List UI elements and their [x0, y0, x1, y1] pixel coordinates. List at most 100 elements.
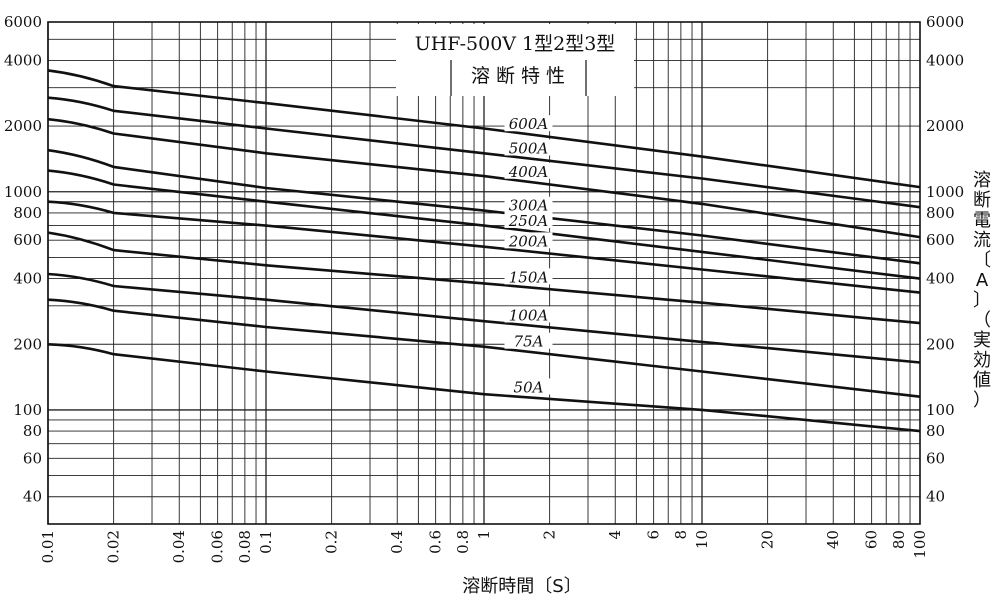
chart-title: UHF-500V 1型2型3型 [415, 33, 616, 55]
x-tick-label: 0.6 [427, 530, 445, 554]
x-tick-label: 60 [863, 530, 881, 549]
curve-label-300A: 300A [509, 197, 549, 215]
y-axis-title-char: 値 [973, 370, 991, 391]
curve-label-50A: 50A [514, 378, 544, 396]
y-tick-label-right: 4000 [926, 51, 964, 69]
y-tick-labels-left: 6000 4000 2000 1000 800 600 400 200 100 80 60 40 [4, 13, 42, 506]
curve-50A [47, 343, 921, 433]
curve-label-background [504, 378, 553, 395]
y-tick-label-left: 60 [23, 449, 42, 467]
y-axis-title-char: 実 [973, 330, 991, 351]
curve-label-background [504, 306, 553, 323]
y-tick-label-left: 80 [23, 422, 42, 440]
curve-150A [47, 231, 921, 325]
y-tick-label-left: 4000 [4, 51, 42, 69]
curve-label-background [504, 139, 553, 156]
curve-label-250A: 250A [508, 212, 549, 230]
y-tick-label-left: 40 [23, 488, 42, 506]
curve-75A [47, 298, 921, 398]
curve-label-75A: 75A [514, 333, 544, 351]
curve-label-100A: 100A [509, 306, 549, 324]
curve-label-background [504, 115, 553, 132]
curve-250A [47, 169, 921, 280]
plot-frame [47, 21, 921, 525]
x-tick-label: 100 [911, 530, 929, 559]
curve-label-background [504, 268, 553, 285]
y-axis-title-char: 流 [973, 230, 991, 251]
curve-200A [47, 200, 921, 294]
x-tick-label: 2 [541, 530, 559, 540]
x-tick-label: 10 [693, 530, 711, 549]
y-tick-label-right: 2000 [926, 117, 964, 135]
y-tick-label-right: 80 [926, 422, 945, 440]
y-axis-title-char: 電 [973, 210, 991, 231]
x-tick-label: 20 [759, 530, 777, 549]
y-tick-label-left: 400 [13, 270, 42, 288]
curve-label-background [504, 196, 553, 213]
y-tick-label-left: 200 [13, 335, 42, 353]
x-tick-label: 1 [475, 530, 493, 540]
y-tick-label-right: 200 [926, 335, 955, 353]
y-axis-title-char: （ [973, 310, 991, 331]
y-axis-title-char: 〕 [973, 290, 991, 311]
curve-600A [47, 69, 921, 189]
title-background [396, 24, 634, 96]
x-tick-label: 0.02 [105, 530, 123, 563]
curve-label-background [504, 162, 553, 179]
x-tick-label: 0.1 [257, 530, 275, 554]
y-axis-title-char: 断 [973, 190, 991, 211]
grid [47, 21, 921, 525]
y-tick-label-left: 1000 [4, 183, 42, 201]
y-tick-label-right: 400 [926, 270, 955, 288]
x-tick-label: 0.8 [454, 530, 472, 554]
curve-300A [47, 148, 921, 265]
curve-label-background [504, 211, 553, 228]
y-tick-label-left: 6000 [4, 13, 42, 31]
curve-label-background [504, 332, 553, 349]
x-tick-label: 0.08 [236, 530, 254, 563]
y-axis-title-char: 〔 [973, 250, 991, 271]
y-axis-title-char: A [976, 270, 989, 291]
x-tick-label: 0.01 [39, 530, 57, 563]
curve-label-400A: 400A [508, 163, 549, 181]
curve-400A [47, 117, 921, 239]
x-tick-label: 0.4 [388, 530, 406, 554]
x-tick-label: 0.04 [170, 530, 188, 563]
chart-subtitle: 溶断特性 [471, 65, 571, 87]
curve-label-600A: 600A [509, 115, 549, 133]
y-axis-title-char: 効 [973, 350, 991, 371]
curve-label-200A: 200A [508, 232, 549, 250]
y-axis-title-char: ） [973, 390, 991, 411]
x-axis-title: 溶断時間〔S〕 [462, 576, 581, 597]
y-tick-label-left: 600 [13, 231, 42, 249]
x-tick-label: 80 [890, 530, 908, 549]
y-tick-label-left: 800 [13, 204, 42, 222]
curve-label-background [504, 232, 553, 249]
x-tick-labels: 0.01 0.02 0.04 0.06 0.08 0.1 0.2 0.4 0.6 0.8 1 2 4 6 8… [39, 530, 929, 563]
curve-500A [47, 96, 921, 209]
y-tick-label-right: 100 [926, 401, 955, 419]
y-tick-label-right: 60 [926, 449, 945, 467]
y-tick-label-right: 1000 [926, 183, 964, 201]
x-tick-label: 0.2 [323, 530, 341, 554]
x-tick-label: 6 [645, 530, 663, 540]
x-tick-label: 8 [672, 530, 690, 540]
y-tick-label-left: 100 [13, 401, 42, 419]
y-tick-labels-right: 6000 4000 2000 1000 800 600 400 200 100 80 60 40 [926, 13, 964, 506]
x-tick-label: 0.06 [209, 530, 227, 563]
y-tick-label-right: 600 [926, 231, 955, 249]
y-tick-label-right: 800 [926, 204, 955, 222]
curve-100A [47, 272, 921, 364]
x-tick-label: 4 [606, 530, 624, 540]
y-tick-label-right: 40 [926, 488, 945, 506]
curve-label-150A: 150A [509, 268, 549, 286]
y-tick-label-right: 6000 [926, 13, 964, 31]
y-tick-label-left: 2000 [4, 117, 42, 135]
curve-label-500A: 500A [509, 139, 549, 157]
title-box: UHF-500V 1型2型3型 溶断特性 [396, 24, 634, 96]
y-axis-title-char: 溶 [973, 170, 991, 191]
